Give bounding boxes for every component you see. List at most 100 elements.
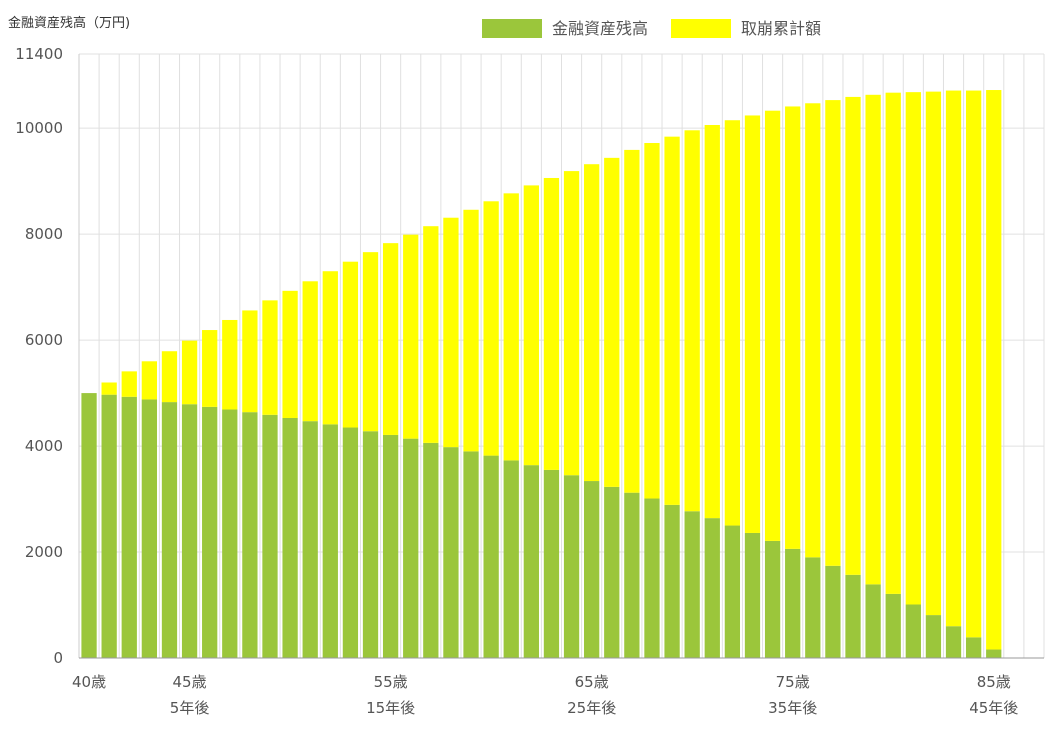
bar-asset-balance: [463, 451, 479, 658]
bar-cumulative-withdrawal: [704, 124, 720, 519]
x-tick-label-years-later: 35年後: [768, 699, 817, 717]
bar-cumulative-withdrawal: [503, 193, 519, 461]
bar-cumulative-withdrawal: [744, 115, 761, 533]
bar-asset-balance: [81, 393, 97, 658]
bar-cumulative-withdrawal: [644, 143, 660, 499]
bar-cumulative-withdrawal: [584, 164, 600, 482]
x-tick-label-age: 65歳: [575, 673, 609, 691]
bar-cumulative-withdrawal: [242, 310, 258, 413]
bar-cumulative-withdrawal: [101, 382, 117, 395]
x-tick-label-age: 40歳: [72, 673, 106, 691]
bar-cumulative-withdrawal: [563, 171, 580, 476]
bar-cumulative-withdrawal: [684, 130, 700, 512]
bar-cumulative-withdrawal: [282, 290, 298, 418]
bar-asset-balance: [483, 455, 499, 658]
bar-asset-balance: [624, 492, 640, 658]
bar-asset-balance: [825, 565, 841, 658]
bar-cumulative-withdrawal: [664, 136, 680, 505]
legend-swatch: [671, 19, 731, 38]
x-tick-label-years-later: 45年後: [969, 699, 1018, 717]
bar-cumulative-withdrawal: [986, 90, 1002, 650]
bar-asset-balance: [121, 396, 137, 658]
bar-asset-balance: [764, 540, 781, 658]
bar-cumulative-withdrawal: [925, 91, 942, 616]
y-tick-label: 4000: [25, 437, 63, 455]
legend: 金融資産残高 取崩累計額: [482, 19, 821, 38]
bar-asset-balance: [282, 417, 298, 658]
grid: [78, 53, 1045, 659]
bar-cumulative-withdrawal: [865, 94, 881, 585]
x-tick-label-years-later: 5年後: [170, 699, 210, 717]
bar-asset-balance: [965, 637, 982, 658]
bar-asset-balance: [181, 404, 198, 658]
bar-cumulative-withdrawal: [724, 120, 741, 526]
bar-asset-balance: [563, 475, 580, 658]
bar-asset-balance: [523, 465, 539, 658]
bar-asset-balance: [584, 481, 600, 658]
bar-asset-balance: [885, 593, 901, 658]
bar-cumulative-withdrawal: [543, 177, 560, 470]
bar-asset-balance: [362, 431, 379, 658]
legend-label: 取崩累計額: [741, 19, 821, 38]
bar-cumulative-withdrawal: [262, 300, 278, 415]
y-tick-label: 0: [53, 649, 63, 667]
bar-asset-balance: [664, 504, 680, 658]
bar-asset-balance: [222, 409, 238, 658]
bar-cumulative-withdrawal: [885, 92, 901, 594]
y-tick-label: 8000: [25, 225, 63, 243]
bar-cumulative-withdrawal: [905, 92, 921, 605]
bar-cumulative-withdrawal: [443, 217, 459, 448]
bar-cumulative-withdrawal: [362, 252, 379, 432]
bar-cumulative-withdrawal: [483, 201, 499, 456]
legend-label: 金融資産残高: [552, 19, 648, 38]
x-tick-label-age: 85歳: [977, 673, 1011, 691]
bar-cumulative-withdrawal: [302, 281, 318, 422]
bar-cumulative-withdrawal: [382, 243, 399, 435]
y-tick-label: 2000: [25, 543, 63, 561]
bar-cumulative-withdrawal: [322, 271, 338, 425]
bar-asset-balance: [262, 414, 278, 658]
bar-cumulative-withdrawal: [423, 226, 439, 443]
bar-cumulative-withdrawal: [624, 149, 640, 493]
bar-asset-balance: [101, 394, 117, 658]
bar-asset-balance: [322, 424, 338, 658]
bar-cumulative-withdrawal: [342, 261, 359, 428]
bar-asset-balance: [543, 469, 560, 658]
x-tick-label-age: 45歳: [173, 673, 207, 691]
bar-asset-balance: [342, 427, 359, 658]
tick-labels: 0 2000 4000 6000 8000 10000 11400 40歳 45歳 55歳 65歳 7…: [15, 45, 1018, 717]
y-tick-label: 10000: [15, 119, 63, 137]
bar-asset-balance: [202, 406, 218, 658]
legend-swatch: [482, 19, 542, 38]
y-tick-label: 6000: [25, 331, 63, 349]
bar-cumulative-withdrawal: [825, 100, 841, 566]
bar-asset-balance: [423, 442, 439, 658]
bar-asset-balance: [785, 548, 801, 658]
bar-asset-balance: [302, 421, 318, 658]
bar-cumulative-withdrawal: [181, 340, 198, 405]
bar-asset-balance: [805, 557, 821, 658]
axes: [78, 54, 1044, 659]
bar-cumulative-withdrawal: [604, 157, 620, 487]
bar-asset-balance: [704, 518, 720, 658]
x-tick-label-age: 75歳: [776, 673, 810, 691]
bar-cumulative-withdrawal: [764, 110, 781, 541]
bar-asset-balance: [905, 604, 921, 658]
y-unit-label: 金融資産残高（万円): [8, 15, 130, 31]
bar-cumulative-withdrawal: [805, 103, 821, 558]
bar-asset-balance: [443, 447, 459, 658]
bar-asset-balance: [382, 434, 399, 658]
bar-cumulative-withdrawal: [222, 319, 238, 410]
bar-cumulative-withdrawal: [202, 330, 218, 407]
bar-asset-balance: [604, 486, 620, 658]
bar-cumulative-withdrawal: [845, 96, 861, 575]
bar-cumulative-withdrawal: [523, 185, 539, 466]
bars: [81, 90, 1002, 658]
bar-cumulative-withdrawal: [161, 351, 178, 403]
bar-asset-balance: [724, 525, 741, 658]
bar-cumulative-withdrawal: [121, 371, 137, 397]
bar-cumulative-withdrawal: [945, 90, 962, 627]
bar-asset-balance: [945, 626, 962, 658]
